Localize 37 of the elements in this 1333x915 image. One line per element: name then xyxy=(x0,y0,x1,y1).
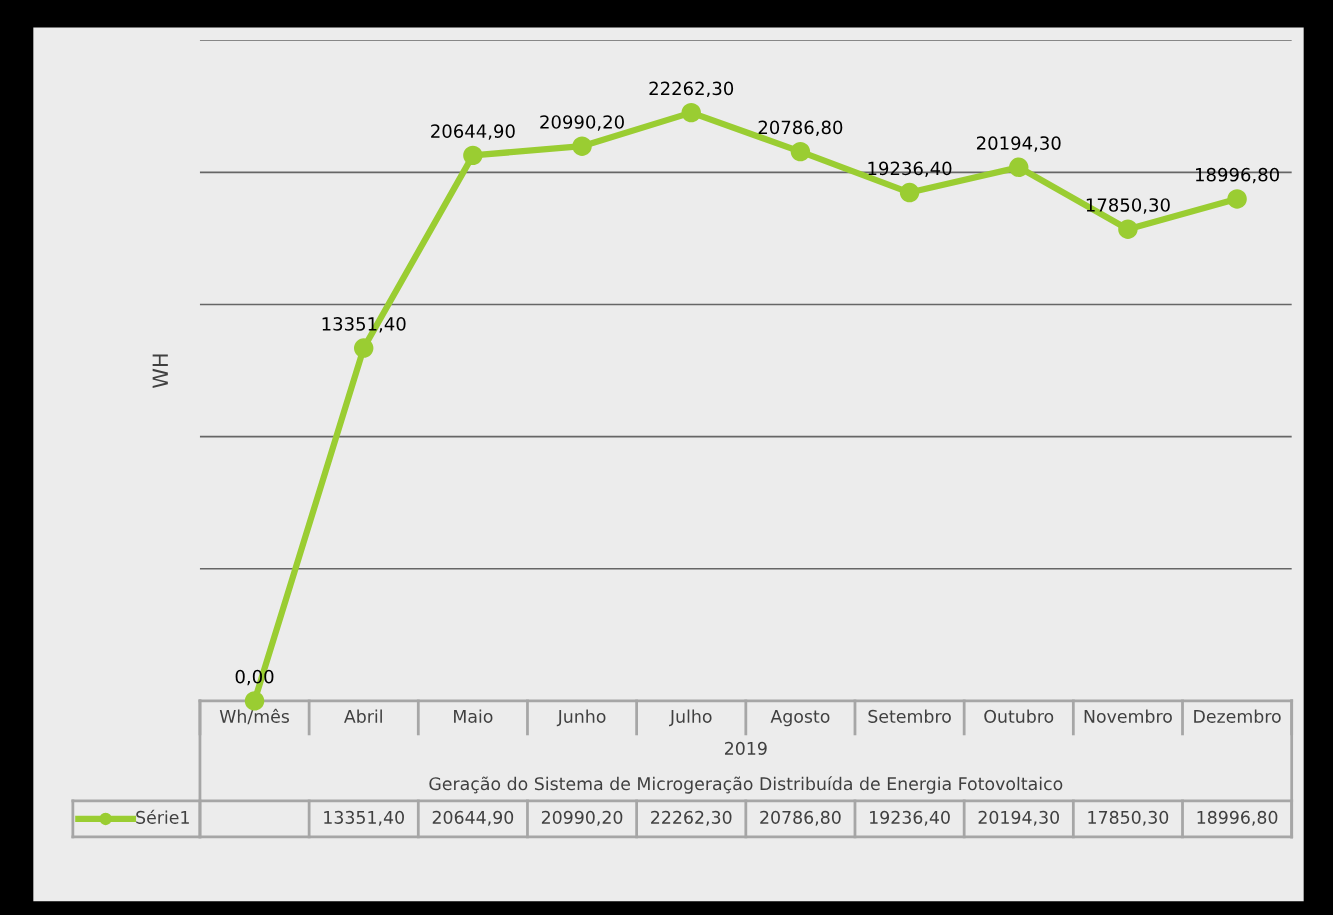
x-tick-label: Dezembro xyxy=(1194,709,1281,723)
x-tick-label: Junho xyxy=(556,709,606,727)
x-tick-label: Setembro xyxy=(868,709,951,723)
text: 20644,90 xyxy=(432,810,514,826)
text: 22262,30 xyxy=(651,810,732,826)
point xyxy=(1009,157,1029,177)
x-tick-label: Maio xyxy=(454,709,493,723)
text: 13351,40 xyxy=(324,810,404,826)
point xyxy=(899,182,920,203)
text: 2019 xyxy=(724,741,767,755)
x-axis-title: Geração do Sistema de Microgeração Distribuída de Energia Fotovoltaico xyxy=(429,776,1063,794)
point xyxy=(353,338,374,358)
text: 17850,30 xyxy=(1088,810,1169,826)
data-label: 20194,30 xyxy=(976,136,1061,152)
x-tick-label: Wh/mês xyxy=(219,708,290,725)
x-tick-label: Julho xyxy=(669,709,712,727)
text: 20786,80 xyxy=(760,810,841,826)
point xyxy=(1118,219,1138,239)
point xyxy=(463,145,483,166)
point xyxy=(572,136,592,156)
x-tick-label: Agosto xyxy=(770,710,830,727)
data-label: 20644,90 xyxy=(431,124,515,140)
text: 20194,30 xyxy=(978,810,1060,826)
x-tick-label: Outubro xyxy=(984,709,1054,723)
text: 20990,20 xyxy=(541,810,623,826)
text: 18996,80 xyxy=(1197,810,1278,826)
point xyxy=(1227,189,1247,209)
text: 19236,40 xyxy=(870,810,950,826)
x-tick-label: Abril xyxy=(344,709,382,723)
data-label: 22262,30 xyxy=(649,81,734,98)
x-tick-label: Novembro xyxy=(1084,709,1172,723)
data-label: 20990,20 xyxy=(540,115,624,131)
data-label: 20786,80 xyxy=(758,120,843,137)
point xyxy=(681,102,701,123)
y-axis-title: WH xyxy=(152,354,168,389)
point xyxy=(790,141,811,162)
legend-label: Série1 xyxy=(136,809,189,824)
